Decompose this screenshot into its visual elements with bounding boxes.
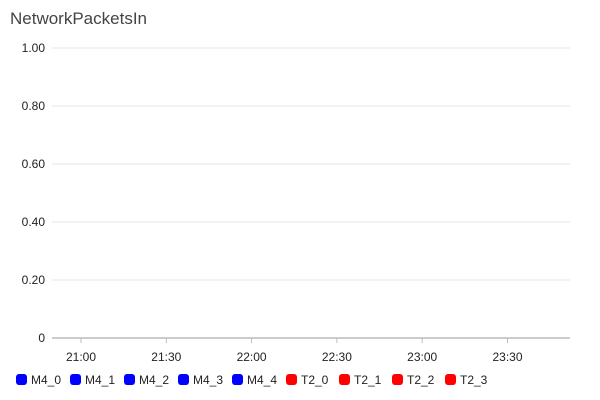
y-tick-label: 0 xyxy=(38,331,45,345)
x-tick-label: 21:00 xyxy=(66,350,96,364)
legend-item-t2-2[interactable]: T2_2 xyxy=(392,373,435,387)
x-tick-label: 23:30 xyxy=(492,350,522,364)
legend-label: M4_4 xyxy=(247,373,277,387)
legend-item-m4-2[interactable]: M4_2 xyxy=(124,373,169,387)
legend-item-t2-1[interactable]: T2_1 xyxy=(339,373,382,387)
legend-label: M4_0 xyxy=(31,373,61,387)
legend-label: T2_0 xyxy=(301,373,329,387)
legend-swatch xyxy=(16,374,27,385)
legend-swatch xyxy=(392,374,403,385)
chart-title: NetworkPacketsIn xyxy=(10,9,147,28)
legend-swatch xyxy=(178,374,189,385)
x-tick-label: 22:30 xyxy=(322,350,352,364)
x-tick-labels: 21:00 21:30 22:00 22:30 23:00 23:30 xyxy=(66,350,523,364)
legend-swatch xyxy=(339,374,350,385)
legend-swatch xyxy=(286,374,297,385)
legend[interactable]: M4_0 M4_1 M4_2 M4_3 M4_4 T2_0 T2_1 T2_2 T2_3 xyxy=(16,373,488,387)
legend-label: T2_2 xyxy=(407,373,435,387)
legend-label: M4_1 xyxy=(85,373,115,387)
y-tick-labels: 0 0.20 0.40 0.60 0.80 1.00 xyxy=(22,41,46,345)
legend-item-t2-0[interactable]: T2_0 xyxy=(286,373,329,387)
legend-label: T2_1 xyxy=(354,373,382,387)
y-tick-label: 0.60 xyxy=(22,157,46,171)
y-tick-label: 0.40 xyxy=(22,215,46,229)
legend-item-m4-1[interactable]: M4_1 xyxy=(70,373,115,387)
x-tick-label: 23:00 xyxy=(407,350,437,364)
legend-item-m4-3[interactable]: M4_3 xyxy=(178,373,223,387)
legend-swatch xyxy=(445,374,456,385)
legend-item-m4-0[interactable]: M4_0 xyxy=(16,373,61,387)
legend-item-m4-4[interactable]: M4_4 xyxy=(232,373,277,387)
legend-label: M4_2 xyxy=(139,373,169,387)
x-tick-label: 22:00 xyxy=(237,350,267,364)
y-tick-label: 0.80 xyxy=(22,99,46,113)
y-tick-label: 0.20 xyxy=(22,273,46,287)
axes xyxy=(52,337,570,343)
x-tick-label: 21:30 xyxy=(151,350,181,364)
legend-label: T2_3 xyxy=(460,373,488,387)
legend-label: M4_3 xyxy=(193,373,223,387)
legend-swatch xyxy=(124,374,135,385)
y-tick-label: 1.00 xyxy=(22,41,46,55)
legend-swatch xyxy=(70,374,81,385)
legend-swatch xyxy=(232,374,243,385)
grid-lines xyxy=(52,47,570,281)
legend-item-t2-3[interactable]: T2_3 xyxy=(445,373,488,387)
